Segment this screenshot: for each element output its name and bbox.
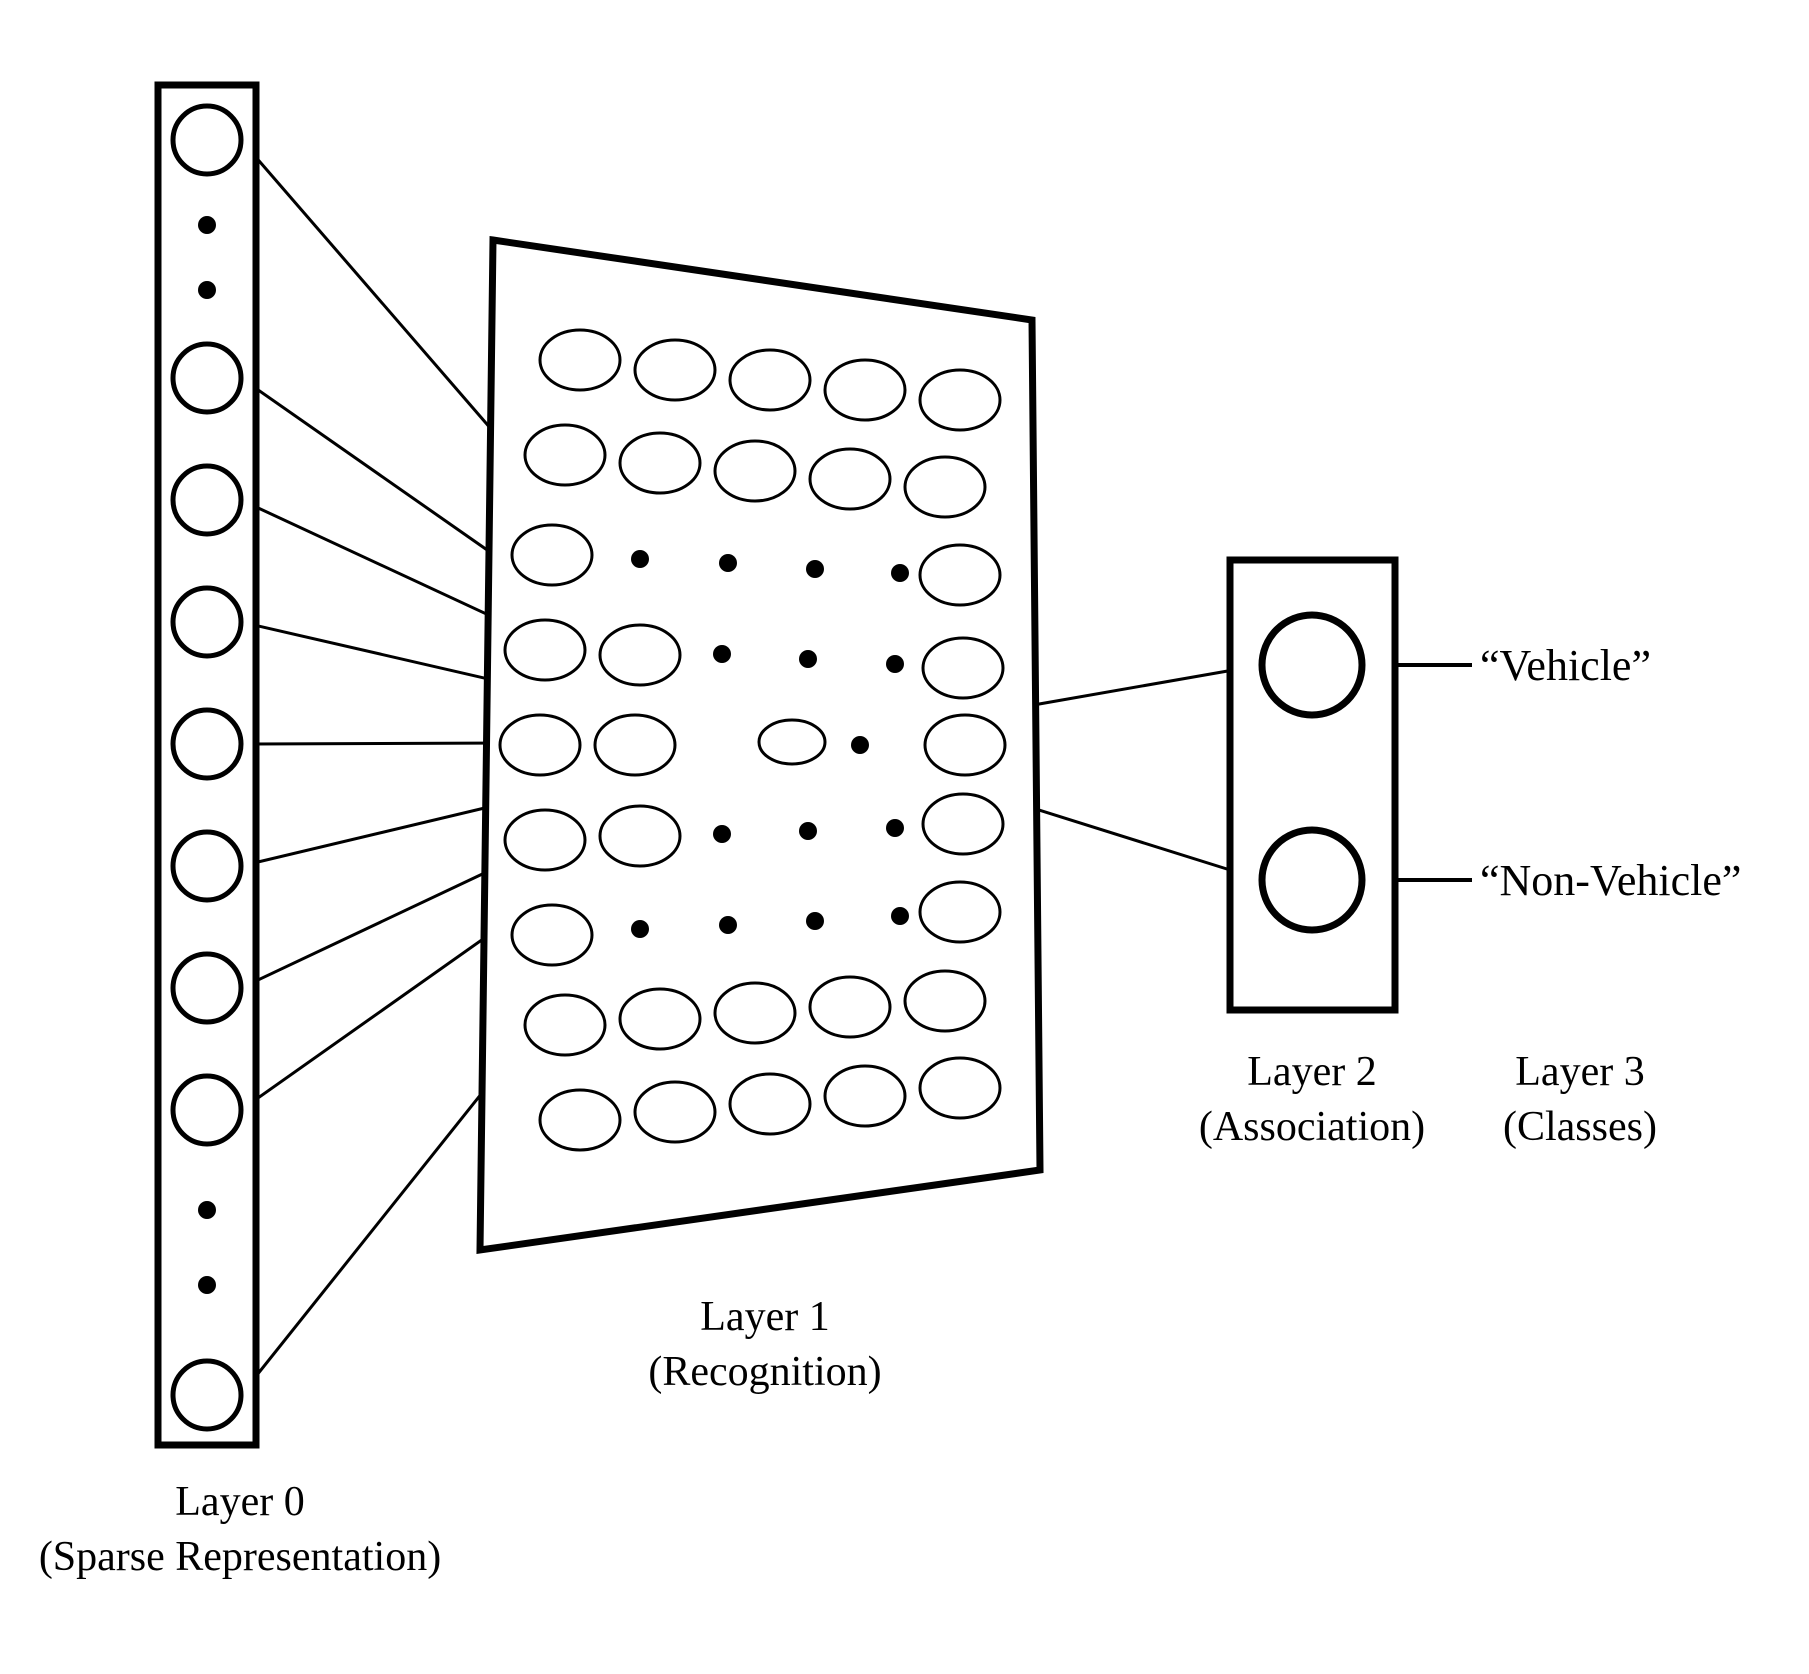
layer1-dot [719,916,737,934]
layer1-node [825,1066,905,1126]
layer1-node [525,995,605,1055]
layer1-label: Layer 1 [700,1294,829,1340]
layer1-node [505,620,585,680]
layer1-node [620,989,700,1049]
layer1-dot [713,825,731,843]
layer1-node [715,983,795,1043]
layer0-node [173,1076,241,1144]
layer1-node [825,360,905,420]
layer1-node [923,638,1003,698]
layer0-node [173,954,241,1022]
layer1-node [635,340,715,400]
layer1-node [512,905,592,965]
layer1-node [810,977,890,1037]
layer1-dot [719,554,737,572]
layer0-dot [198,216,216,234]
layer0-dot [198,281,216,299]
layer1-node [505,810,585,870]
layer0-node [173,466,241,534]
layer1-sublabel: (Recognition) [648,1349,881,1395]
layer1-node [920,545,1000,605]
layer0-dot [198,1276,216,1294]
layer1-dot [631,920,649,938]
layer1-node [525,425,605,485]
layer1-node [540,1090,620,1150]
layer1-node [920,1058,1000,1118]
layer1-node [810,449,890,509]
layer0-node [173,588,241,656]
layer0-node [173,106,241,174]
class-label-non-vehicle: “Non-Vehicle” [1480,856,1741,905]
layer1-dot [851,736,869,754]
layer1-node [600,625,680,685]
layer1-node [920,370,1000,430]
layer1-node [920,882,1000,942]
layer0-node [173,1361,241,1429]
layer2-label: Layer 2 [1247,1049,1376,1095]
layer0-sublabel: (Sparse Representation) [39,1534,441,1580]
layer1-dot [799,822,817,840]
layer1-node [540,330,620,390]
layer1-node [635,1082,715,1142]
layer2-node [1262,830,1362,930]
layer2-node [1262,615,1362,715]
layer0-node [173,710,241,778]
layer1-node [595,715,675,775]
layer1-node [925,715,1005,775]
layer1-node [905,457,985,517]
layer0-node [173,832,241,900]
layer1-node [620,433,700,493]
layer1-dot [713,645,731,663]
layer1-dot [806,560,824,578]
layer1-node [730,1074,810,1134]
layer1-focus-node [759,720,825,764]
layer1-node [500,715,580,775]
layer1-node [715,441,795,501]
layer0-dot [198,1201,216,1219]
layer1-dot [631,550,649,568]
layer1-dot [891,907,909,925]
layer3-label: Layer 3 [1515,1049,1644,1095]
layer1-dot [806,912,824,930]
layer1-node [905,971,985,1031]
layer1-node [600,806,680,866]
layer1-dot [886,655,904,673]
layer1-dot [799,650,817,668]
layer1-node [923,794,1003,854]
class-label-vehicle: “Vehicle” [1480,641,1651,690]
layer1-dot [886,819,904,837]
layer1-dot [891,564,909,582]
layer2-sublabel: (Association) [1199,1104,1425,1150]
layer0-label: Layer 0 [175,1479,304,1525]
layer3-sublabel: (Classes) [1503,1104,1657,1150]
layer0-node [173,344,241,412]
layer1-node [512,525,592,585]
layer1-node [730,350,810,410]
